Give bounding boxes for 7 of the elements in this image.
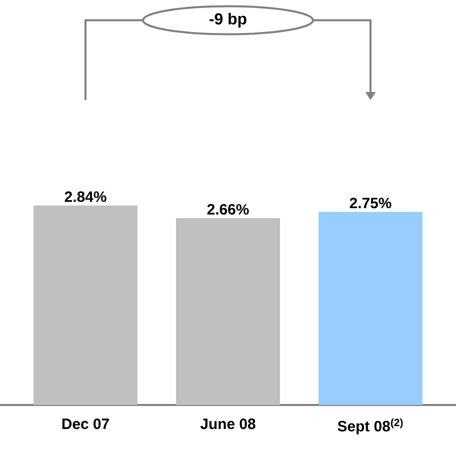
text: -9 bp [210,12,246,28]
x-tick-label: June 08 [200,418,256,430]
x-tick-label: Sept 08$^{(2)}$ [338,418,403,434]
x-tick-label: Dec 07 [62,418,109,430]
data-label: 2.66% [207,204,249,215]
data-label: 2.84% [64,191,106,202]
data-label: 2.75% [350,198,392,208]
